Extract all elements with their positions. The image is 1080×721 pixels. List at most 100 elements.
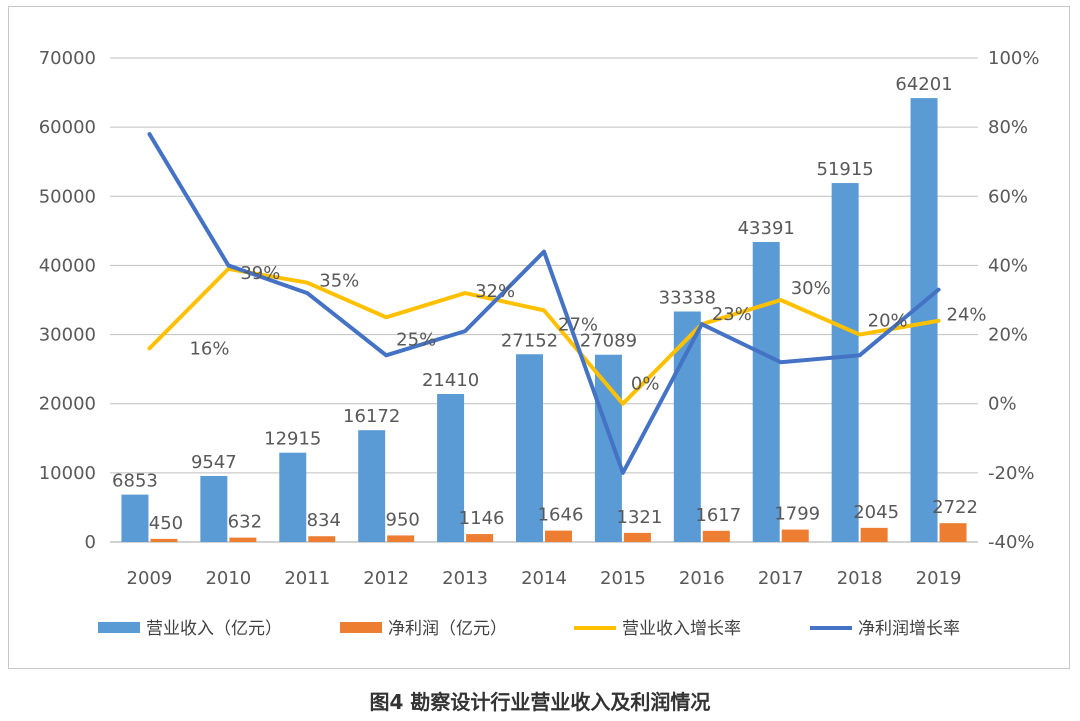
legend-label: 净利润（亿元） <box>388 619 507 639</box>
x-tick-label: 2013 <box>442 568 488 589</box>
revenue-data-label: 16172 <box>343 406 400 427</box>
y-axis-left: 0 10000 20000 30000 40000 50000 60000 70000 <box>39 48 96 553</box>
profit-data-label: 1321 <box>617 507 663 528</box>
revenue-bar <box>200 475 228 542</box>
revenue-data-label: 21410 <box>422 370 479 391</box>
revenue-growth-data-label: 24% <box>947 305 987 326</box>
profit-bar <box>781 529 809 542</box>
revenue-growth-data-label: 25% <box>396 329 436 350</box>
profit-bar <box>702 530 730 542</box>
revenue-growth-data-label: 35% <box>319 271 359 292</box>
profit-bar <box>939 523 967 542</box>
legend-item: 净利润（亿元） <box>340 619 507 639</box>
profit-data-label: 1146 <box>459 508 505 529</box>
legend-item: 营业收入（亿元） <box>98 619 282 639</box>
legend-label: 营业收入增长率 <box>622 619 741 639</box>
y-left-tick-label: 20000 <box>39 394 96 415</box>
revenue-data-label: 9547 <box>191 452 237 473</box>
lines <box>147 132 941 475</box>
y-left-tick-label: 50000 <box>39 186 96 207</box>
y-left-tick-label: 10000 <box>39 463 96 484</box>
legend-swatch <box>98 622 140 633</box>
revenue-growth-data-label: 32% <box>475 281 515 302</box>
profit-bar <box>466 534 494 542</box>
chart-frame <box>8 6 1070 669</box>
revenue-bar <box>437 393 465 542</box>
legend-item: 净利润增长率 <box>810 619 960 639</box>
revenue-growth-data-label: 0% <box>631 374 660 395</box>
profit-data-label: 834 <box>307 510 341 531</box>
y-left-tick-label: 40000 <box>39 255 96 276</box>
x-tick-label: 2016 <box>679 568 725 589</box>
profit-data-label: 950 <box>386 509 420 530</box>
profit-growth-line <box>147 132 941 475</box>
x-tick-label: 2019 <box>916 568 962 589</box>
legend: 营业收入（亿元） 净利润（亿元） 营业收入增长率 净利润增长率 <box>98 619 960 639</box>
profit-bar <box>229 537 257 542</box>
y-left-tick-label: 70000 <box>39 48 96 69</box>
revenue-data-label: 33338 <box>659 287 716 308</box>
profit-bar <box>150 538 178 542</box>
y-right-tick-label: -40% <box>988 532 1035 553</box>
profit-bar <box>545 530 572 542</box>
y-left-tick-label: 30000 <box>39 325 96 346</box>
figure-caption: 图4 勘察设计行业营业收入及利润情况 <box>369 690 711 714</box>
revenue-bar <box>831 183 859 542</box>
y-axis-right: -40% -20% 0% 20% 40% 60% 80% 100% <box>988 48 1039 553</box>
y-left-tick-label: 60000 <box>39 117 96 138</box>
legend-swatch <box>340 622 382 633</box>
legend-label: 净利润增长率 <box>858 619 960 639</box>
profit-bar <box>308 536 336 542</box>
revenue-bar <box>121 494 149 542</box>
y-right-tick-label: 20% <box>988 325 1028 346</box>
profit-bar <box>860 527 888 542</box>
revenue-data-label: 51915 <box>817 159 874 180</box>
revenue-data-label: 27089 <box>580 331 637 352</box>
revenue-data-label: 43391 <box>738 218 795 239</box>
y-right-tick-label: 100% <box>988 48 1039 69</box>
data-labels: 6853 9547 12915 16172 21410 27152 27089 33338 43… <box>112 74 987 534</box>
profit-bar <box>387 535 415 542</box>
x-tick-label: 2012 <box>363 568 409 589</box>
y-right-tick-label: 80% <box>988 117 1028 138</box>
y-left-tick-label: 0 <box>85 532 96 553</box>
y-right-tick-label: -20% <box>988 463 1035 484</box>
profit-data-label: 1646 <box>538 505 584 526</box>
revenue-growth-data-label: 30% <box>791 278 831 299</box>
x-tick-label: 2018 <box>837 568 883 589</box>
x-tick-label: 2017 <box>758 568 804 589</box>
x-tick-label: 2009 <box>127 568 173 589</box>
revenue-growth-data-label: 27% <box>558 314 598 335</box>
profit-bar <box>623 532 651 542</box>
y-right-tick-label: 0% <box>988 394 1017 415</box>
revenue-data-label: 6853 <box>112 471 158 492</box>
profit-data-label: 450 <box>149 513 183 534</box>
profit-data-label: 632 <box>228 512 262 533</box>
revenue-data-label: 27152 <box>501 330 558 351</box>
x-tick-label: 2011 <box>284 568 330 589</box>
revenue-growth-data-label: 16% <box>189 338 229 359</box>
revenue-growth-data-label: 23% <box>712 304 752 325</box>
revenue-data-label: 12915 <box>264 429 321 450</box>
x-tick-label: 2015 <box>600 568 646 589</box>
revenue-bar <box>358 430 386 542</box>
y-right-tick-label: 40% <box>988 255 1028 276</box>
y-right-tick-label: 60% <box>988 186 1028 207</box>
revenue-growth-data-label: 20% <box>868 311 908 332</box>
x-tick-label: 2010 <box>205 568 251 589</box>
chart-svg: 0 10000 20000 30000 40000 50000 60000 70000 -40… <box>39 48 1040 639</box>
legend-label: 营业收入（亿元） <box>146 619 282 639</box>
x-axis: 2009 2010 2011 2012 2013 2014 2015 2016 2017 2018… <box>127 568 962 589</box>
revenue-bar <box>752 241 780 542</box>
profit-data-label: 1799 <box>774 504 820 525</box>
profit-data-label: 2722 <box>932 497 978 518</box>
legend-item: 营业收入增长率 <box>574 619 741 639</box>
revenue-growth-data-label: 39% <box>240 263 280 284</box>
revenue-growth-line <box>147 266 941 406</box>
x-tick-label: 2014 <box>521 568 567 589</box>
revenue-bar <box>516 354 543 542</box>
profit-data-label: 1617 <box>695 505 741 526</box>
revenue-bar <box>279 452 307 542</box>
revenue-data-label: 64201 <box>895 74 952 95</box>
profit-data-label: 2045 <box>853 502 899 523</box>
